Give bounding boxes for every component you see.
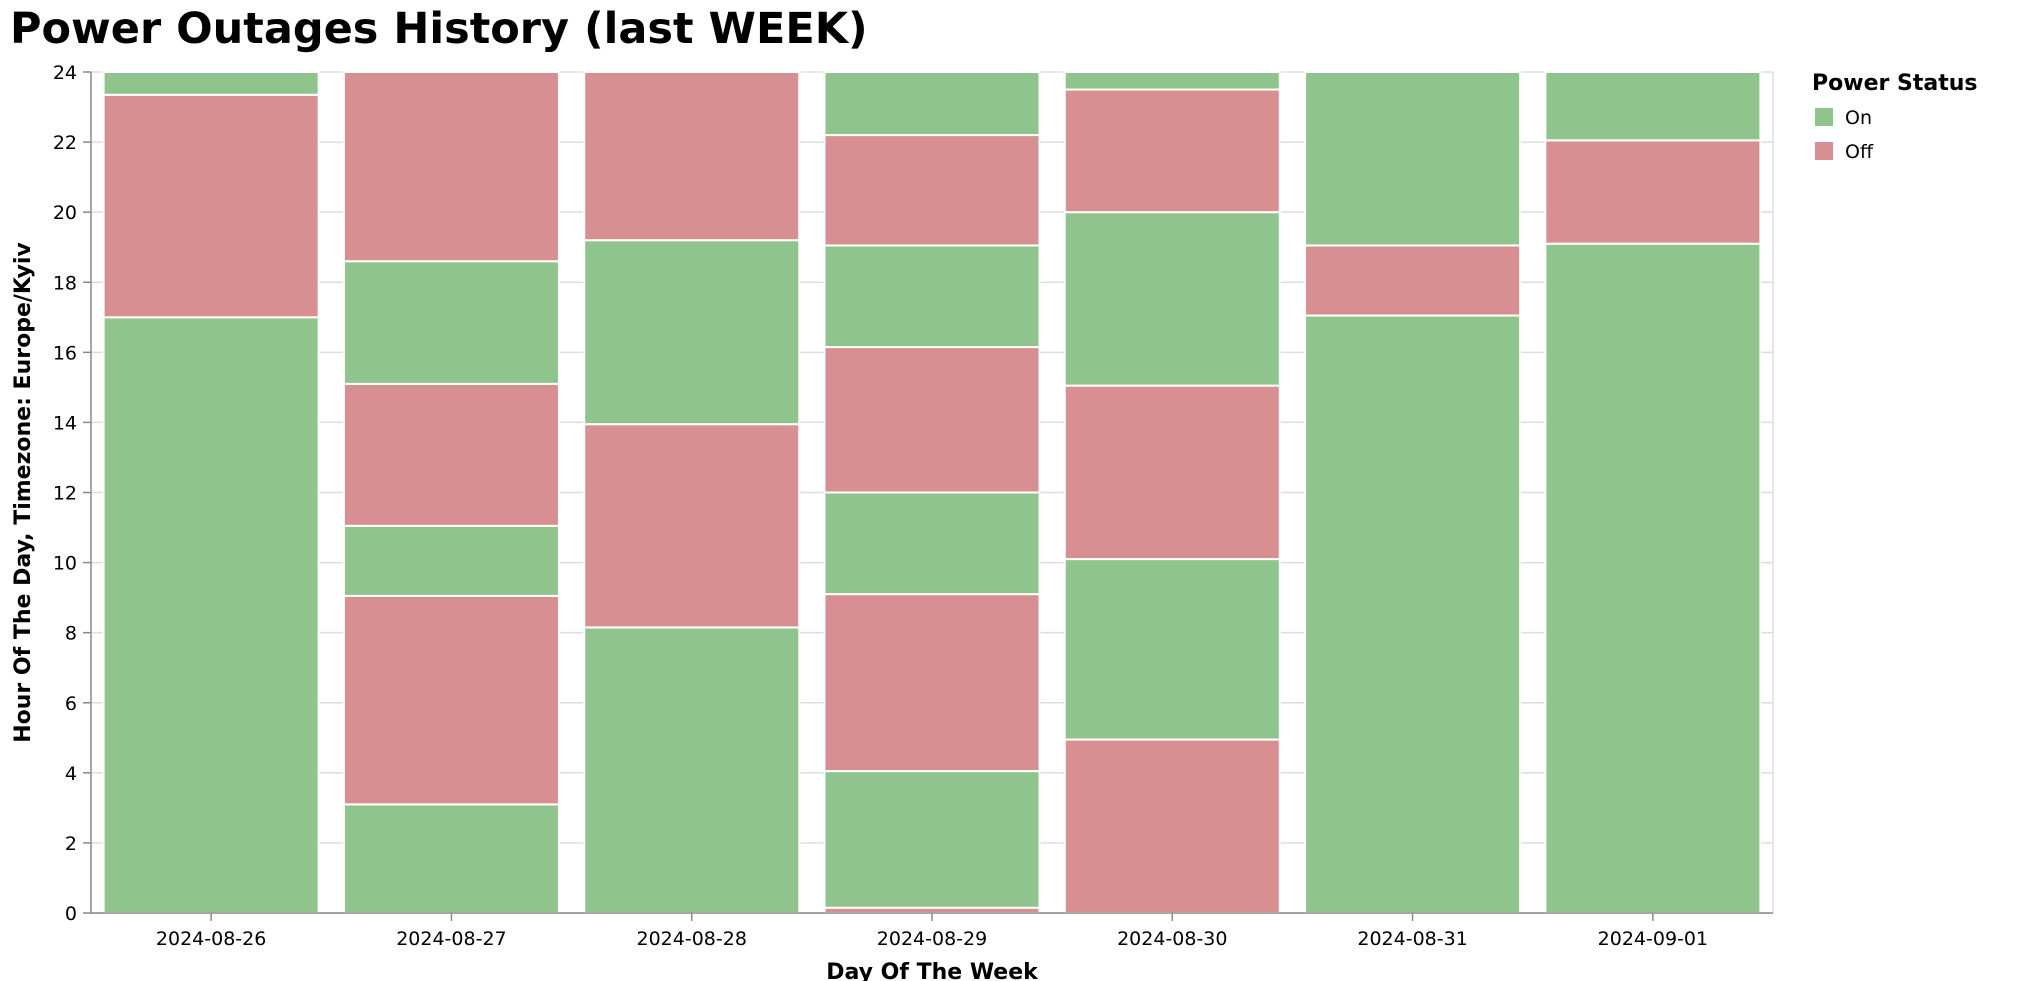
bar-segment-3-3 <box>823 491 1041 596</box>
bar-segment-3-4 <box>823 346 1041 494</box>
x-tick-label-0: 2024-08-26 <box>156 928 266 950</box>
y-tick-label-9: 18 <box>53 272 77 294</box>
y-tick-label-8: 16 <box>53 342 77 364</box>
y-tick-label-5: 10 <box>53 553 77 575</box>
legend-swatch-on <box>1815 108 1833 126</box>
bar-segment-4-1 <box>1063 558 1281 741</box>
bar-segment-4-4 <box>1063 88 1281 214</box>
bar-segment-2-3 <box>583 71 801 242</box>
y-tick-label-0: 0 <box>65 903 77 925</box>
y-tick-label-6: 12 <box>53 483 77 505</box>
chart-title: Power Outages History (last WEEK) <box>10 4 868 54</box>
bar-segment-5-0 <box>1304 314 1522 914</box>
bar-segment-4-5 <box>1063 71 1281 91</box>
bar-segments <box>102 71 1762 915</box>
legend-swatch-off <box>1815 142 1833 160</box>
bar-segment-6-2 <box>1544 71 1762 142</box>
x-tick-label-6: 2024-09-01 <box>1598 928 1708 950</box>
x-tick-label-1: 2024-08-27 <box>396 928 506 950</box>
bar-segment-2-0 <box>583 626 801 914</box>
bar-segment-3-5 <box>823 244 1041 349</box>
x-tick-label-5: 2024-08-31 <box>1357 928 1467 950</box>
legend-title: Power Status <box>1812 71 1977 96</box>
bar-segment-6-0 <box>1544 242 1762 914</box>
y-tick-label-2: 4 <box>65 763 77 785</box>
bar-segment-3-1 <box>823 770 1041 909</box>
y-tick-label-4: 8 <box>65 623 77 645</box>
legend: Power Status On Off <box>1812 71 1977 163</box>
bar-segment-2-2 <box>583 239 801 426</box>
y-tick-label-1: 2 <box>65 833 77 855</box>
y-tick-label-7: 14 <box>53 412 77 434</box>
bar-segment-1-0 <box>342 803 560 915</box>
bar-segment-3-6 <box>823 134 1041 247</box>
bar-segment-5-2 <box>1304 71 1522 247</box>
bar-segment-0-1 <box>102 93 320 319</box>
bar-segment-2-1 <box>583 423 801 629</box>
legend-label-on: On <box>1845 107 1872 129</box>
bar-segment-1-3 <box>342 382 560 527</box>
bar-segment-1-2 <box>342 524 560 597</box>
legend-items: On Off <box>1815 107 1874 163</box>
x-axis-title: Day Of The Week <box>826 960 1039 981</box>
y-tick-label-12: 24 <box>53 62 77 84</box>
y-tick-label-10: 20 <box>53 202 77 224</box>
bar-segment-6-1 <box>1544 139 1762 245</box>
bar-segment-3-2 <box>823 593 1041 773</box>
x-tick-label-3: 2024-08-29 <box>877 928 987 950</box>
y-axis-title: Hour Of The Day, Timezone: Europe/Kyiv <box>11 242 36 743</box>
x-tick-label-4: 2024-08-30 <box>1117 928 1227 950</box>
bar-segment-0-0 <box>102 316 320 914</box>
x-axis-ticks: 2024-08-26 2024-08-27 2024-08-28 2024-08-29… <box>156 913 1708 950</box>
bar-segment-5-1 <box>1304 244 1522 317</box>
bar-segment-1-5 <box>342 71 560 263</box>
legend-label-off: Off <box>1845 141 1874 163</box>
y-tick-label-11: 22 <box>53 132 77 154</box>
bar-segment-4-2 <box>1063 384 1281 561</box>
y-tick-label-3: 6 <box>65 693 77 715</box>
bar-segment-0-2 <box>102 71 320 96</box>
x-tick-label-2: 2024-08-28 <box>637 928 747 950</box>
bar-segment-4-0 <box>1063 738 1281 915</box>
bar-segment-4-3 <box>1063 211 1281 387</box>
bar-segment-3-7 <box>823 71 1041 137</box>
bar-segment-1-1 <box>342 594 560 806</box>
bar-segment-1-4 <box>342 260 560 385</box>
